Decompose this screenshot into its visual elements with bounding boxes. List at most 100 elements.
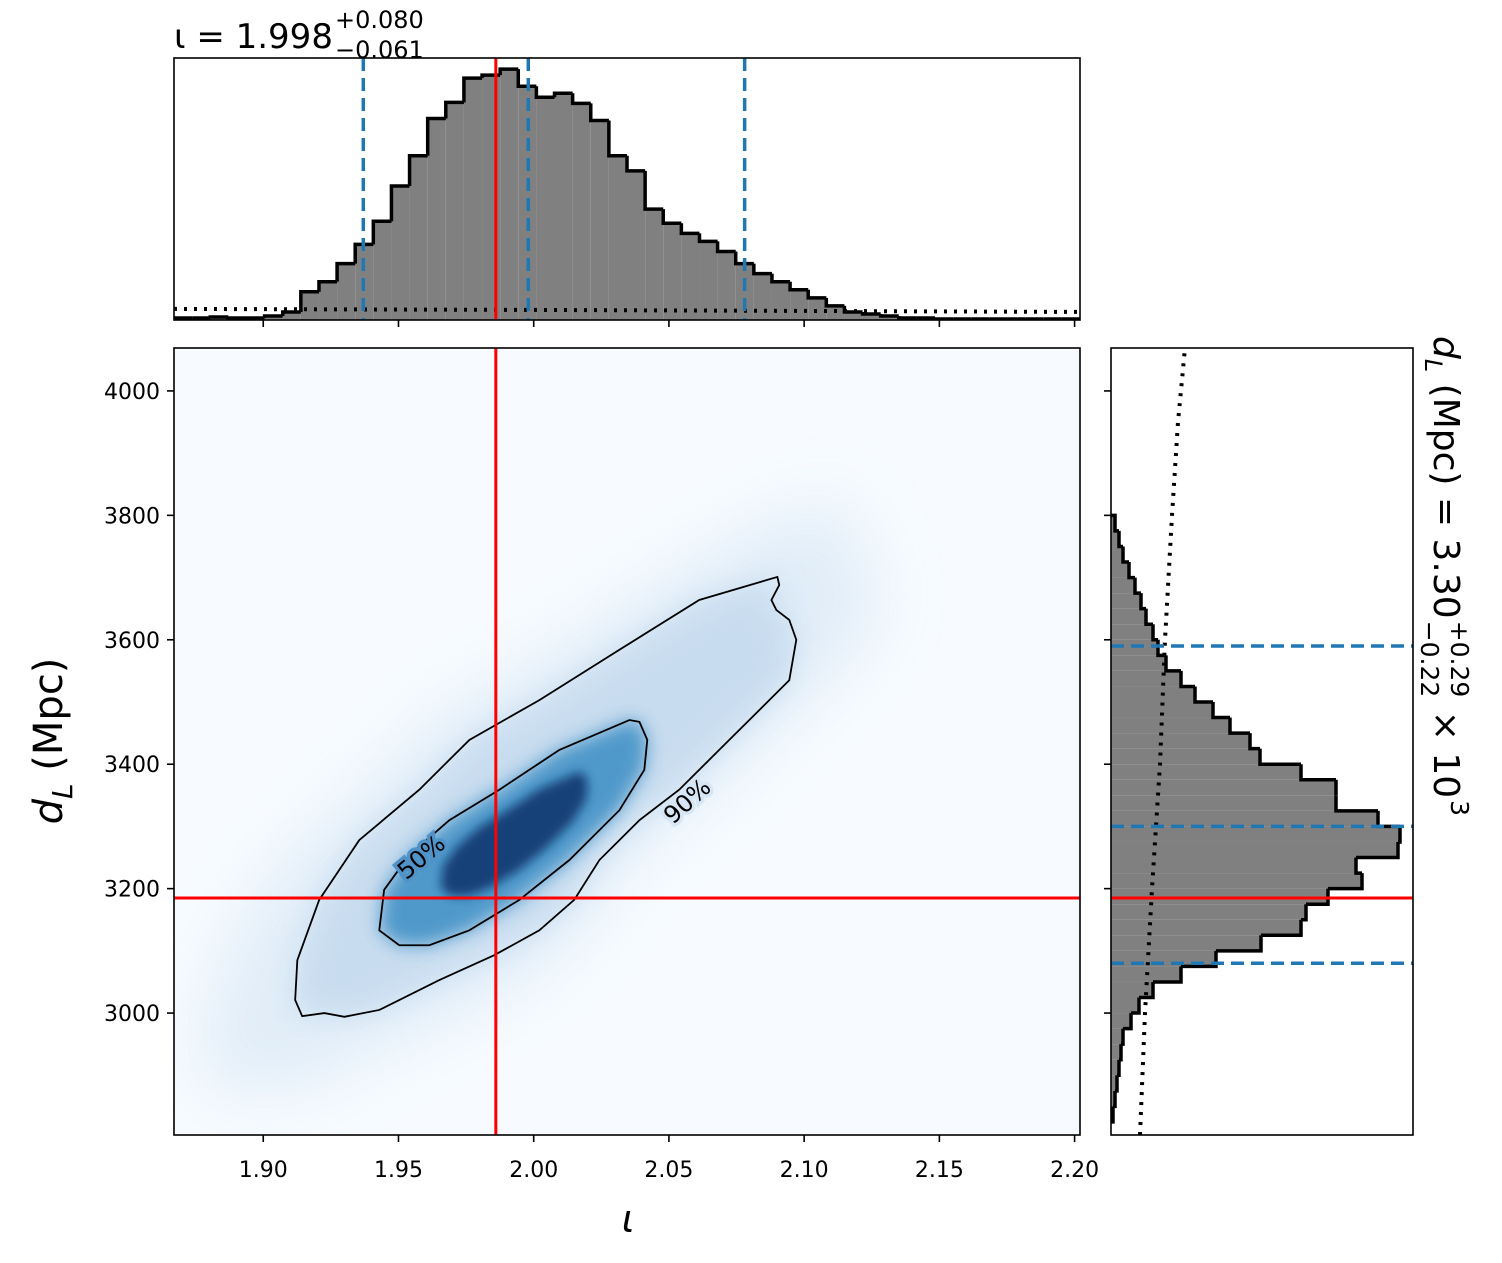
- hist-step: [552, 91, 573, 98]
- hist-bar: [1111, 608, 1146, 625]
- hist-bar: [1111, 888, 1328, 905]
- hist-bar: [445, 102, 464, 320]
- hist-step: [425, 116, 446, 156]
- title-median: 1.998: [236, 17, 333, 57]
- hist-step: [1117, 1059, 1121, 1078]
- hist-bar: [608, 155, 627, 320]
- hist-step: [697, 233, 718, 244]
- hist-step: [607, 120, 627, 158]
- hist-step: [534, 86, 555, 100]
- hist-bar: [1111, 997, 1139, 1014]
- hist-step: [1356, 841, 1400, 860]
- right-title-main: dL (Mpc) = 3.30: [1419, 336, 1466, 619]
- hist-bar: [1111, 764, 1301, 780]
- contour-line: [378, 719, 649, 947]
- hist-bar: [1111, 919, 1301, 936]
- hist-bar: [771, 281, 791, 320]
- hist-step: [280, 310, 301, 316]
- hist-step: [1144, 608, 1153, 626]
- x-tick-label: 1.95: [374, 1158, 423, 1183]
- x-axis-label: ι: [622, 1197, 635, 1241]
- hist-step: [1139, 593, 1146, 611]
- hist-bar: [717, 251, 736, 320]
- hist-bar: [1111, 873, 1362, 889]
- hist-bar: [1111, 593, 1141, 609]
- hist-step: [1151, 624, 1158, 642]
- hist-bar: [1111, 1059, 1119, 1076]
- top-histogram: [174, 58, 1080, 320]
- hist-step: [1301, 904, 1308, 922]
- hist-bar: [590, 120, 609, 320]
- hist-step: [1061, 317, 1080, 320]
- hist-bar: [699, 241, 718, 320]
- hist-bar: [1111, 670, 1181, 687]
- hist-bar: [1111, 701, 1213, 718]
- hist-step: [1123, 1013, 1133, 1031]
- hist-step: [679, 223, 700, 236]
- hist-bar: [1111, 1013, 1131, 1029]
- hist-step: [480, 73, 501, 79]
- hist-bar: [1111, 748, 1260, 765]
- title-minus: −0.061: [335, 36, 424, 64]
- hist-bar: [282, 311, 301, 320]
- hist-step: [1248, 733, 1260, 751]
- hist-step: [1193, 686, 1213, 704]
- hist-step: [1113, 1090, 1117, 1109]
- hist-step: [1398, 826, 1402, 844]
- hist-step: [262, 314, 283, 318]
- hist-bar: [1111, 935, 1261, 951]
- hist-step: [1211, 701, 1230, 720]
- hist-step: [824, 297, 845, 308]
- hist-bar: [808, 297, 827, 320]
- hist-bar: [554, 93, 573, 320]
- hist-bar: [463, 78, 483, 320]
- hist-bar: [1111, 562, 1129, 578]
- hist-step: [589, 103, 609, 123]
- y-tick-label: 3000: [104, 1002, 160, 1027]
- hist-step: [1127, 562, 1135, 580]
- density-glow: [440, 772, 588, 897]
- hist-step: [299, 290, 319, 312]
- hist-step: [335, 261, 356, 282]
- hist-step: [733, 251, 754, 266]
- hist-bar: [318, 281, 338, 320]
- right-title: dL (Mpc) = 3.30+0.29−0.22 × 103: [1415, 336, 1474, 816]
- hist-bar: [1111, 546, 1123, 563]
- hist-bar: [572, 103, 591, 320]
- hist-bar: [1111, 1028, 1123, 1045]
- y-tick-label: 4000: [104, 380, 160, 405]
- hist-step: [715, 241, 736, 254]
- hist-step: [389, 184, 410, 222]
- hist-step: [1258, 748, 1301, 766]
- top-title: ι = 1.998: [174, 17, 333, 57]
- hist-step: [1306, 888, 1330, 906]
- x-tick-label: 2.10: [780, 1158, 829, 1183]
- hist-bar: [264, 315, 283, 320]
- hist-step: [407, 153, 428, 186]
- hist-bar: [1111, 577, 1135, 594]
- hist-bar: [1111, 1090, 1115, 1107]
- y-axis-label: dL (Mpc): [26, 658, 79, 825]
- y-tick-label: 3800: [104, 504, 160, 529]
- title-lead: (Mpc) = 3.30: [1425, 372, 1466, 618]
- title-plus: +0.29: [1445, 621, 1474, 698]
- hist-step: [1117, 530, 1123, 549]
- hist-bar: [337, 263, 356, 320]
- hist-step: [1261, 919, 1303, 938]
- hist-step: [1111, 513, 1119, 533]
- hist-step: [1133, 577, 1141, 595]
- hist-step: [570, 93, 591, 106]
- hist-step: [1153, 966, 1183, 984]
- hist-bar: [735, 263, 754, 320]
- hist-bar: [1111, 795, 1336, 811]
- hist-bar: [627, 170, 646, 320]
- hist-step: [1299, 764, 1336, 782]
- hist-bar: [391, 185, 410, 320]
- hist-step: [1115, 1075, 1119, 1093]
- hist-bar: [1111, 733, 1250, 749]
- hist-step: [226, 316, 247, 320]
- hist-step: [1121, 546, 1129, 564]
- hist-step: [878, 313, 899, 318]
- hist-bar: [844, 311, 863, 320]
- hist-bar: [1111, 530, 1119, 547]
